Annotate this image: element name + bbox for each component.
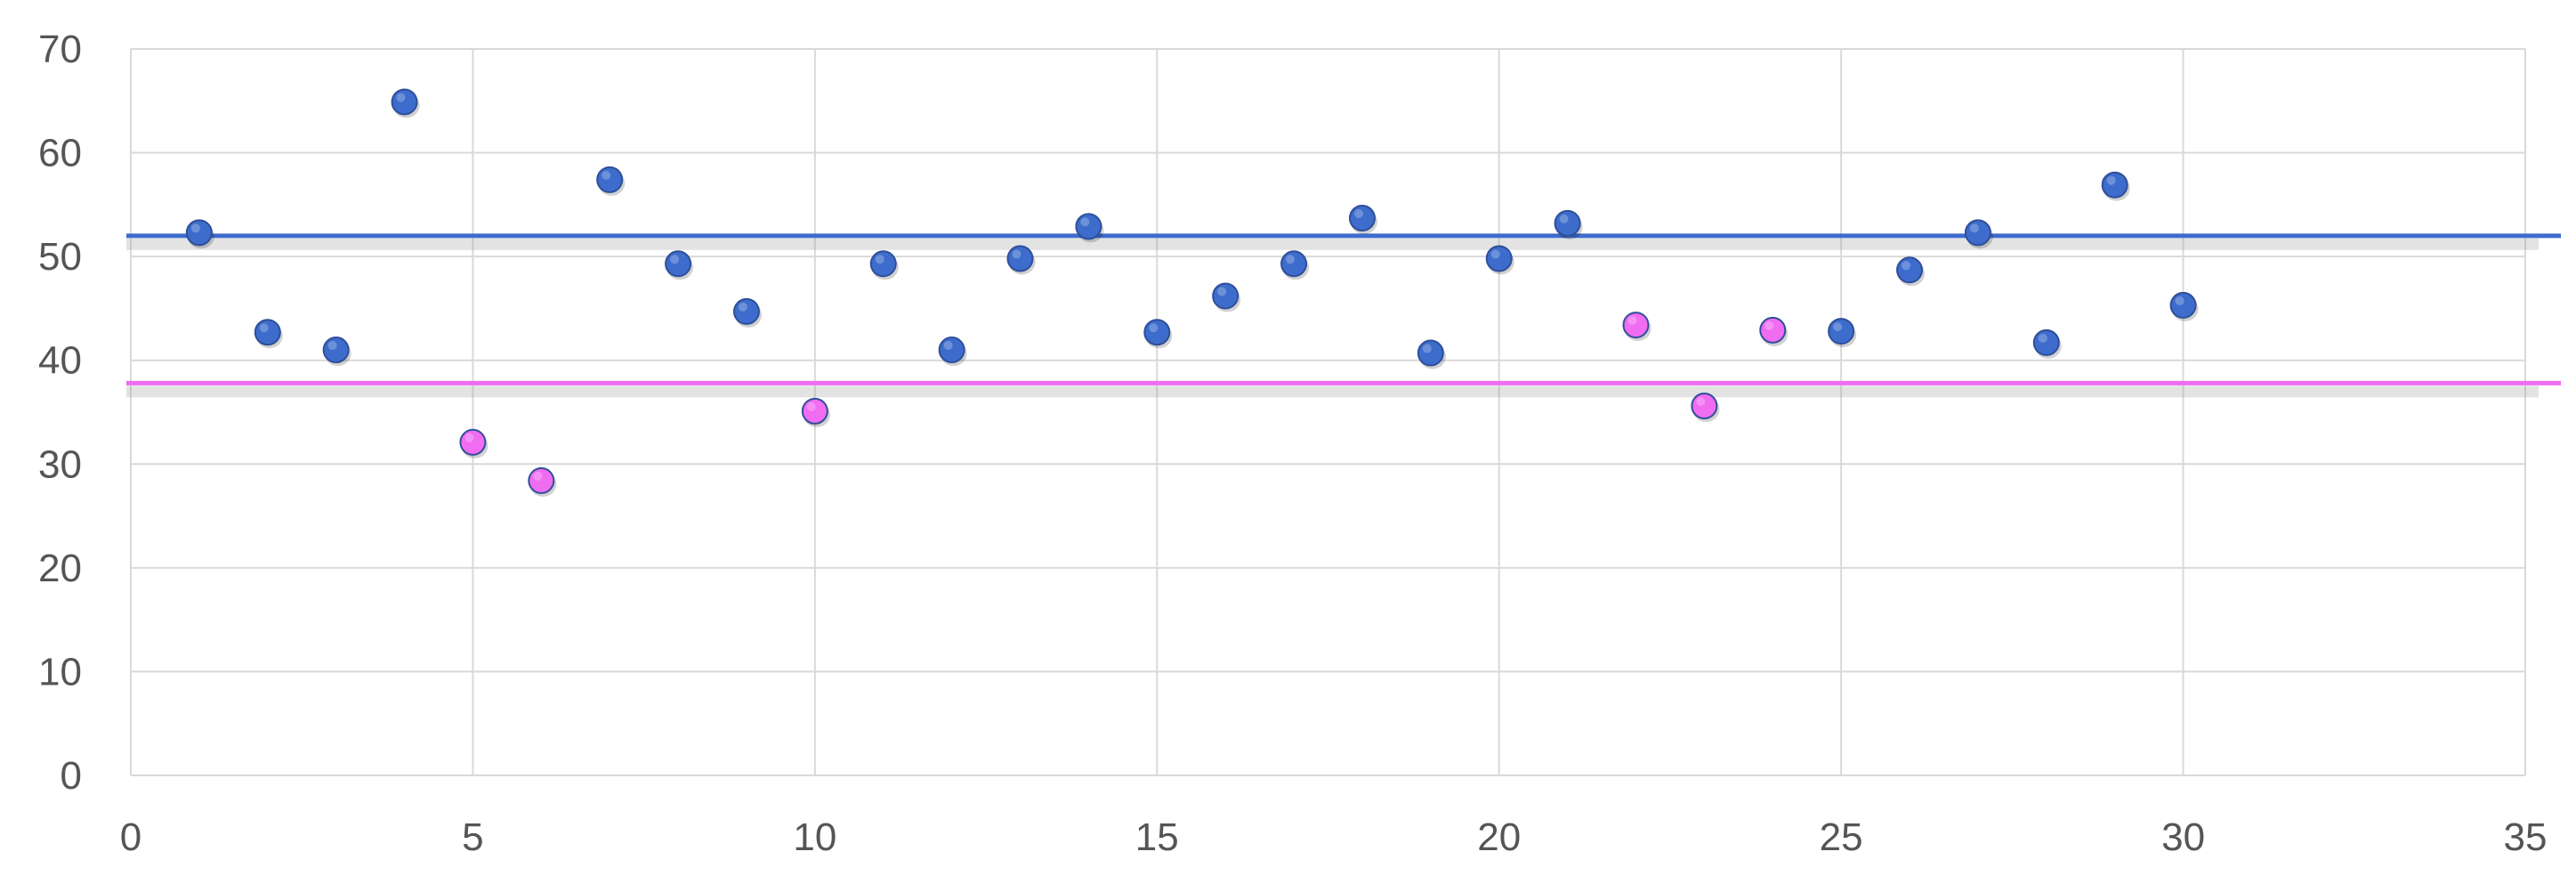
data-point-series-1: [596, 166, 624, 193]
data-point-series-1: [938, 337, 965, 364]
y-tick-label: 60: [38, 132, 82, 175]
x-tick-label: 10: [793, 815, 836, 859]
x-tick-label: 30: [2161, 815, 2205, 859]
data-point-highlight: [1490, 249, 1500, 259]
data-point-highlight: [464, 433, 474, 442]
data-point-highlight: [190, 223, 200, 233]
data-point-highlight: [1217, 287, 1227, 296]
data-point-highlight: [259, 323, 269, 333]
y-tick-label: 40: [38, 339, 82, 383]
data-point-series-1: [1417, 339, 1444, 367]
data-point-series-1: [322, 337, 350, 364]
reference-line-shadow: [126, 385, 2539, 398]
data-point-series-2: [1759, 316, 1787, 344]
data-point-highlight: [396, 93, 406, 102]
data-point-highlight: [1559, 214, 1569, 223]
data-point-highlight: [1080, 217, 1090, 227]
y-axis-ticks: 0 10 20 30 40 50 60 70: [38, 28, 82, 798]
x-axis-ticks: 0 5 10 15 20 25 30 35: [120, 815, 2548, 859]
data-point-highlight: [602, 170, 611, 180]
data-point-series-2: [1622, 312, 1650, 339]
data-point-series-1: [254, 319, 281, 346]
data-point-highlight: [1969, 223, 1979, 233]
data-point-series-1: [391, 88, 418, 116]
y-tick-label: 70: [38, 28, 82, 71]
x-tick-label: 0: [120, 815, 141, 859]
x-tick-label: 5: [462, 815, 483, 859]
data-point-highlight: [2106, 175, 2116, 185]
data-point-series-1: [1075, 213, 1102, 240]
data-point-series-1: [732, 297, 760, 325]
data-point-highlight: [1902, 261, 1911, 271]
y-tick-label: 10: [38, 650, 82, 693]
data-point-highlight: [1012, 249, 1022, 259]
data-point-series-2: [801, 397, 828, 425]
reference-lines: [126, 233, 2561, 398]
y-tick-label: 0: [61, 754, 82, 798]
data-point-series-1: [1554, 209, 1581, 237]
x-tick-label: 15: [1135, 815, 1179, 859]
data-point-highlight: [875, 255, 884, 264]
data-point-series-1: [1280, 250, 1308, 278]
data-point-series-2: [459, 428, 487, 456]
data-point-highlight: [2175, 296, 2184, 305]
data-point-series-2: [528, 466, 555, 494]
data-point-highlight: [738, 302, 747, 312]
data-point-series-1: [2032, 328, 2060, 356]
data-point-highlight: [670, 255, 680, 264]
data-point-series-1: [1964, 219, 1991, 247]
data-point-highlight: [533, 471, 543, 481]
data-point-highlight: [1353, 209, 1363, 219]
data-point-highlight: [806, 401, 816, 411]
data-point-series-1: [1143, 319, 1171, 346]
data-point-series-1: [2169, 291, 2197, 319]
grid: [130, 48, 2526, 776]
data-point-highlight: [1149, 323, 1159, 333]
reference-line-shadow: [126, 238, 2539, 250]
data-point-highlight: [327, 341, 337, 351]
data-point-series-1: [869, 250, 897, 278]
y-tick-label: 50: [38, 235, 82, 279]
data-point-highlight: [1833, 322, 1843, 332]
data-point-series-2: [1691, 393, 1718, 420]
data-point-highlight: [1286, 255, 1296, 264]
data-point-series-1: [1006, 245, 1034, 272]
y-tick-label: 30: [38, 442, 82, 486]
data-point-highlight: [1696, 397, 1706, 407]
data-point-highlight: [1422, 344, 1432, 353]
data-point-highlight: [2038, 333, 2047, 343]
data-point-series-1: [2101, 171, 2128, 199]
data-point-series-1: [185, 219, 213, 247]
x-tick-label: 20: [1477, 815, 1521, 859]
data-point-highlight: [1627, 316, 1637, 326]
data-points: [185, 88, 2199, 497]
data-point-series-1: [1896, 256, 1924, 284]
data-point-highlight: [1764, 320, 1774, 330]
x-tick-label: 25: [1820, 815, 1863, 859]
data-point-series-1: [1485, 245, 1513, 272]
y-tick-label: 20: [38, 547, 82, 590]
data-point-highlight: [943, 341, 953, 351]
data-point-series-1: [1212, 282, 1240, 310]
x-tick-label: 35: [2504, 815, 2548, 859]
data-point-series-1: [1348, 205, 1376, 232]
data-point-series-1: [1828, 318, 1855, 345]
data-point-series-1: [665, 250, 692, 278]
